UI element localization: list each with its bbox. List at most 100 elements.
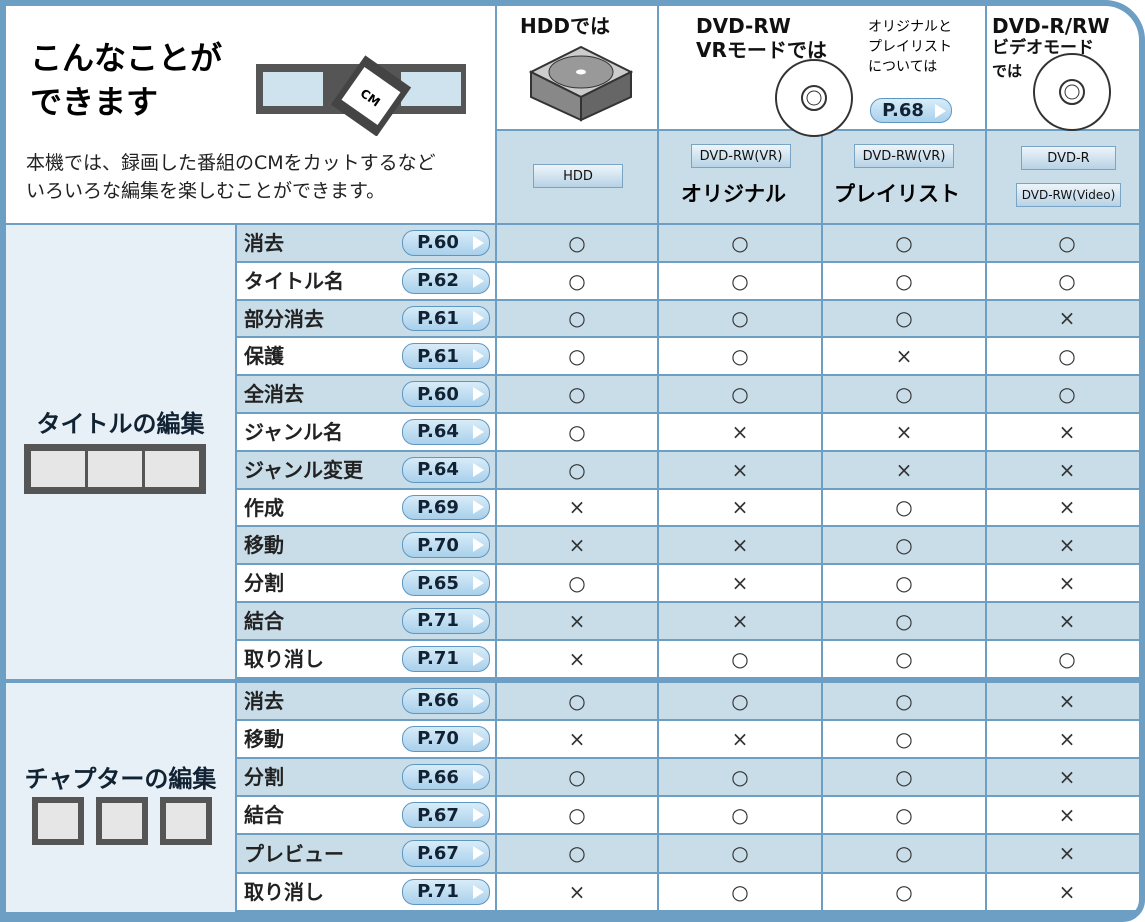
mark-cell: × [987, 797, 1139, 834]
mark-cell: × [987, 489, 1139, 526]
media-badge: DVD-RW(VR) [854, 144, 954, 168]
col-sub [987, 131, 1139, 223]
mark-cell: ○ [659, 338, 821, 375]
page-ref[interactable]: P.69 [402, 494, 490, 521]
intro-box [6, 6, 495, 223]
col-title: DVD-R/RW [992, 14, 1110, 38]
mark-cell: × [987, 603, 1139, 639]
page-ref[interactable]: P.62 [402, 267, 490, 294]
mark-cell: ○ [659, 873, 821, 910]
row-label: 部分消去 [244, 306, 324, 331]
mark-cell: ○ [659, 682, 821, 719]
mark-cell: × [659, 720, 821, 757]
mark-cell: ○ [497, 759, 657, 796]
mark-cell: × [987, 565, 1139, 601]
film-frame [96, 797, 148, 846]
col-title: HDDでは [520, 14, 610, 38]
mark-cell: ○ [823, 797, 985, 834]
mark-cell: ○ [823, 682, 985, 719]
mark-cell: × [659, 565, 821, 601]
hdd-icon [528, 45, 634, 122]
film-icon: CM [256, 55, 466, 136]
row-label: 移動 [244, 726, 284, 751]
mark-cell: ○ [823, 720, 985, 757]
col-title: ビデオモード [992, 38, 1094, 58]
mark-cell: ○ [497, 682, 657, 719]
row-label: 分割 [244, 571, 284, 596]
mark-cell: ○ [823, 262, 985, 299]
subcol-label: オリジナル [681, 182, 786, 206]
page-ref[interactable]: P.64 [402, 419, 490, 445]
page-ref[interactable]: P.70 [402, 532, 490, 559]
subcol-label: プレイリスト [834, 182, 960, 206]
mark-cell: × [823, 338, 985, 375]
page-ref[interactable]: P.64 [402, 456, 490, 483]
row-label: 結合 [244, 608, 284, 633]
mark-cell: ○ [497, 565, 657, 601]
mark-cell: ○ [823, 489, 985, 526]
page-ref[interactable]: P.68 [870, 98, 952, 123]
mark-cell: ○ [659, 640, 821, 677]
page-ref[interactable]: P.65 [402, 570, 490, 596]
page-ref[interactable]: P.61 [402, 305, 490, 332]
mark-cell: × [987, 451, 1139, 488]
media-badge: DVD-RW(VR) [691, 144, 791, 168]
page-ref[interactable]: P.60 [402, 381, 490, 407]
mark-cell: ○ [659, 300, 821, 337]
mark-cell: ○ [497, 835, 657, 872]
page-ref[interactable]: P.67 [402, 840, 490, 867]
page-ref[interactable]: P.66 [402, 764, 490, 791]
mark-cell: ○ [987, 338, 1139, 375]
film-strip [24, 443, 206, 494]
page-ref[interactable]: P.71 [402, 645, 490, 672]
media-badge: DVD-RW(Video) [1016, 183, 1121, 207]
mark-cell: × [987, 873, 1139, 910]
mark-cell: ○ [823, 759, 985, 796]
mark-cell: ○ [497, 376, 657, 412]
film-frame [160, 797, 212, 846]
page-ref[interactable]: P.60 [402, 230, 490, 256]
note: プレイリスト [868, 39, 952, 55]
mark-cell: ○ [823, 376, 985, 412]
mark-cell: × [659, 489, 821, 526]
mark-cell: × [497, 873, 657, 910]
row-label: プレビュー [244, 841, 344, 866]
page-ref[interactable]: P.71 [402, 608, 490, 634]
mark-cell: ○ [659, 376, 821, 412]
mark-cell: ○ [659, 759, 821, 796]
film-frame [32, 797, 84, 846]
mark-cell: ○ [497, 451, 657, 488]
page-ref[interactable]: P.66 [402, 687, 490, 714]
row-label: ジャンル名 [244, 419, 343, 444]
row-label: 分割 [244, 765, 284, 790]
disc-icon [775, 59, 853, 137]
row-label: 消去 [244, 688, 284, 713]
disc-icon [1033, 53, 1111, 131]
mark-cell: ○ [987, 640, 1139, 677]
row-label: 作成 [244, 495, 284, 520]
col-title: DVD-RW [696, 14, 791, 38]
mark-cell: × [987, 300, 1139, 337]
row-label: タイトル名 [244, 268, 344, 293]
page-ref[interactable]: P.67 [402, 802, 490, 829]
row-label: 結合 [244, 803, 284, 828]
section-label: チャプターの編集 [24, 765, 217, 794]
row-label: 移動 [244, 533, 284, 558]
page-ref[interactable]: P.71 [402, 878, 490, 905]
mark-cell: × [987, 682, 1139, 719]
media-badge: DVD-R [1021, 146, 1116, 170]
intro-title: できます [30, 83, 159, 121]
mark-cell: ○ [497, 414, 657, 450]
mark-cell: × [987, 527, 1139, 564]
mark-cell: × [497, 603, 657, 639]
page-ref[interactable]: P.70 [402, 725, 490, 752]
mark-cell: ○ [659, 262, 821, 299]
mark-cell: ○ [987, 225, 1139, 261]
mark-cell: ○ [823, 835, 985, 872]
mark-cell: × [497, 527, 657, 564]
mark-cell: ○ [987, 262, 1139, 299]
mark-cell: × [659, 451, 821, 488]
page-ref[interactable]: P.61 [402, 343, 490, 370]
mark-cell: ○ [823, 565, 985, 601]
